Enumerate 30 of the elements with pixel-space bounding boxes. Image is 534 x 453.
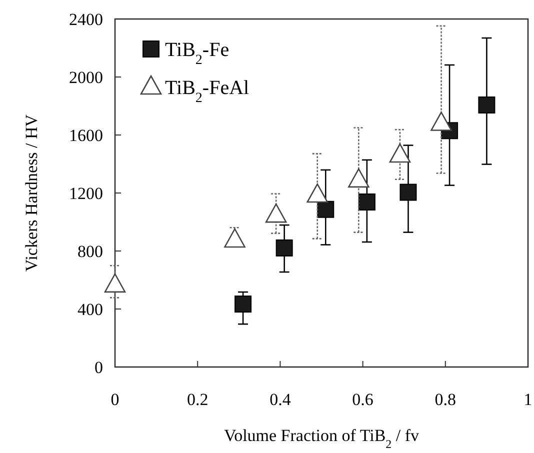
- y-tick-label: 1600: [69, 126, 103, 145]
- point: [348, 168, 370, 188]
- x-axis-title: Volume Fraction of TiB$_{2}$ / fv: [224, 426, 420, 451]
- y-tick-label: 800: [78, 242, 103, 261]
- point: [400, 184, 417, 201]
- y-tick-label: 0: [94, 358, 103, 377]
- x-tick-label: 0.2: [186, 390, 208, 409]
- x-tick-label: 0.8: [434, 390, 456, 409]
- y-tick-label: 1200: [69, 184, 103, 203]
- legend-label: TiB$_{2}$-Fe: [165, 39, 230, 68]
- point: [430, 112, 452, 131]
- point: [104, 273, 126, 293]
- legend-label: TiB$_{2}$-FeAl: [165, 77, 250, 106]
- x-tick-label: 0: [110, 390, 120, 409]
- x-tick-label: 0.6: [352, 390, 374, 409]
- point: [358, 193, 376, 210]
- point: [276, 239, 293, 256]
- x-tick-label: 0.4: [270, 390, 292, 409]
- x-tick-label: 1: [524, 390, 532, 409]
- point: [306, 183, 328, 203]
- point: [224, 228, 246, 248]
- point: [389, 143, 411, 163]
- point: [234, 296, 252, 313]
- point: [478, 96, 496, 114]
- y-axis-title: Vickers Hardness / HV: [22, 114, 41, 272]
- y-tick-label: 2000: [69, 68, 103, 87]
- point: [317, 200, 334, 218]
- point: [265, 203, 287, 223]
- y-tick-label: 2400: [69, 10, 103, 29]
- y-tick-label: 400: [78, 300, 103, 319]
